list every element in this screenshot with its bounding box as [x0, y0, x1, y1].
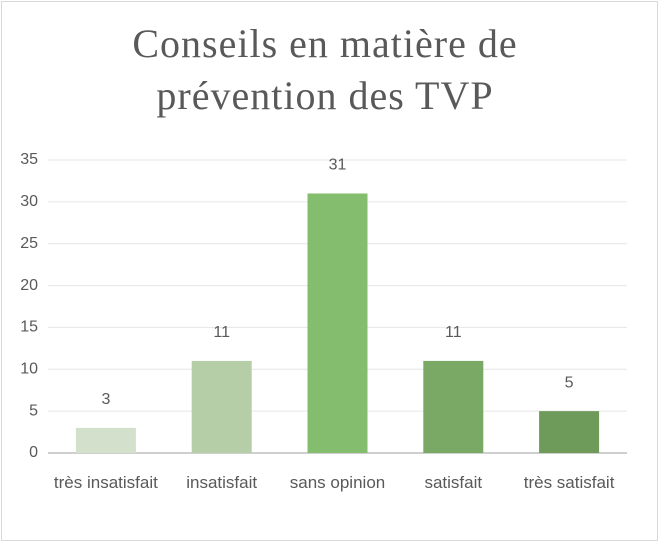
- bar: [307, 193, 368, 453]
- y-tick-label: 35: [20, 151, 38, 168]
- x-tick-label: très satisfait: [523, 473, 615, 492]
- data-label: 31: [329, 157, 347, 174]
- y-tick-label: 5: [29, 402, 38, 419]
- chart-title: Conseils en matière de prévention des TV…: [132, 21, 518, 118]
- y-tick-label: 20: [20, 277, 38, 294]
- data-label: 3: [101, 391, 110, 408]
- bar: [191, 360, 252, 453]
- y-tick-label: 10: [20, 361, 38, 378]
- x-tick-label: satisfait: [424, 473, 483, 492]
- data-label: 11: [445, 324, 462, 341]
- x-tick-label: sans opinion: [289, 473, 386, 492]
- bar: [75, 427, 136, 453]
- y-tick-label: 15: [20, 319, 38, 336]
- y-tick-label: 30: [20, 193, 38, 210]
- data-label: 5: [565, 374, 574, 391]
- y-tick-label: 25: [20, 235, 38, 252]
- bar: [423, 360, 484, 453]
- data-label: 11: [213, 324, 230, 341]
- y-tick-label: 0: [29, 444, 38, 461]
- x-tick-label: insatisfait: [186, 473, 258, 492]
- x-tick-label: très insatisfait: [53, 473, 158, 492]
- bar: [539, 411, 600, 453]
